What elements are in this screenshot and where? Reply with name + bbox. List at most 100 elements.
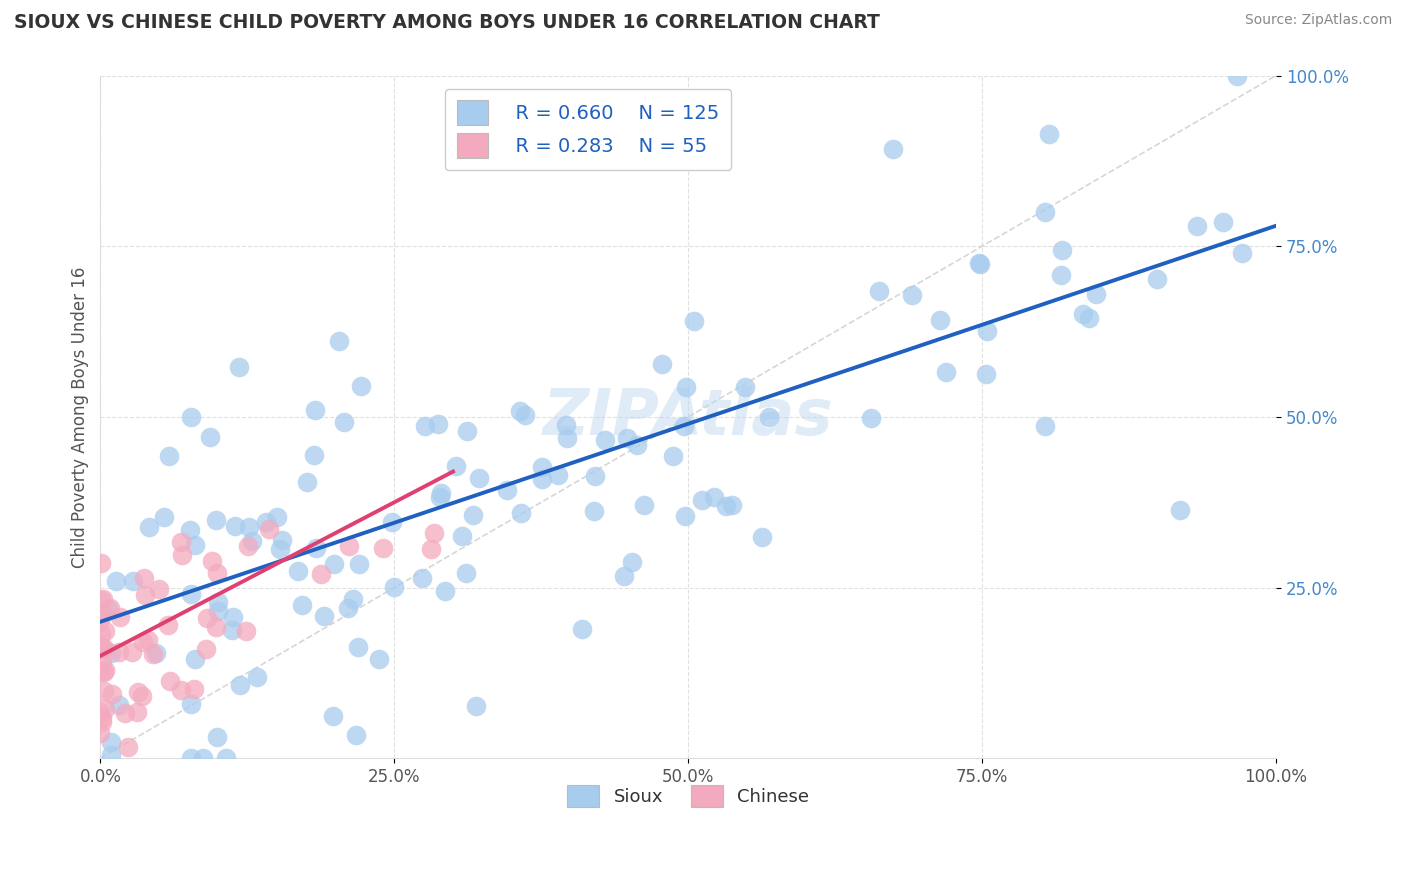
Point <box>430 486 453 500</box>
Point <box>613 568 636 582</box>
Point <box>344 728 367 742</box>
Point <box>758 409 780 424</box>
Point <box>121 645 143 659</box>
Point <box>254 515 277 529</box>
Point <box>207 594 229 608</box>
Point <box>105 574 128 588</box>
Point <box>207 604 229 618</box>
Point <box>205 730 228 744</box>
Point <box>91 654 114 668</box>
Point <box>347 557 370 571</box>
Point <box>97 601 120 615</box>
Point <box>90 627 112 641</box>
Point <box>195 611 218 625</box>
Point <box>201 554 224 568</box>
Text: Source: ZipAtlas.com: Source: ZipAtlas.com <box>1244 13 1392 28</box>
Point <box>215 750 238 764</box>
Point <box>183 682 205 697</box>
Point <box>662 449 685 463</box>
Point <box>882 142 904 156</box>
Point <box>221 623 243 637</box>
Point <box>1033 204 1056 219</box>
Point <box>868 284 890 298</box>
Point <box>136 632 159 647</box>
Point <box>98 601 121 615</box>
Point <box>429 490 451 504</box>
Point <box>901 288 924 302</box>
Point <box>673 508 696 523</box>
Point <box>93 640 115 655</box>
Point <box>690 492 713 507</box>
Point <box>384 580 406 594</box>
Point <box>530 472 553 486</box>
Point <box>672 419 695 434</box>
Point <box>246 671 269 685</box>
Point <box>368 652 391 666</box>
Point <box>236 539 259 553</box>
Point <box>295 475 318 489</box>
Point <box>90 593 112 607</box>
Point <box>322 709 344 723</box>
Point <box>426 417 449 431</box>
Point <box>350 379 373 393</box>
Point <box>131 689 153 703</box>
Text: ZIPAtlas: ZIPAtlas <box>543 386 834 448</box>
Point <box>411 571 433 585</box>
Y-axis label: Child Poverty Among Boys Under 16: Child Poverty Among Boys Under 16 <box>72 266 89 567</box>
Point <box>413 419 436 434</box>
Point <box>94 663 117 677</box>
Point <box>191 750 214 764</box>
Point <box>976 324 998 338</box>
Point <box>153 509 176 524</box>
Point <box>305 541 328 555</box>
Point <box>184 651 207 665</box>
Point <box>229 678 252 692</box>
Point <box>337 539 360 553</box>
Point <box>224 518 246 533</box>
Point <box>434 583 457 598</box>
Point <box>107 698 129 712</box>
Point <box>148 582 170 596</box>
Point <box>90 665 112 679</box>
Point <box>100 748 122 763</box>
Point <box>271 533 294 547</box>
Point <box>179 524 201 538</box>
Point <box>121 574 143 588</box>
Point <box>266 510 288 524</box>
Point <box>90 556 112 570</box>
Point <box>380 515 402 529</box>
Point <box>91 591 114 606</box>
Point <box>683 314 706 328</box>
Point <box>156 618 179 632</box>
Point <box>456 425 478 439</box>
Point <box>127 685 149 699</box>
Point <box>142 647 165 661</box>
Point <box>1230 245 1253 260</box>
Point <box>444 459 467 474</box>
Point <box>180 409 202 424</box>
Point <box>269 542 291 557</box>
Point <box>1185 219 1208 233</box>
Point <box>159 673 181 688</box>
Point <box>595 434 617 448</box>
Point <box>302 448 325 462</box>
Point <box>468 470 491 484</box>
Point <box>463 508 485 522</box>
Point <box>1085 286 1108 301</box>
Point <box>93 683 115 698</box>
Point <box>720 498 742 512</box>
Point <box>89 613 111 627</box>
Point <box>1212 215 1234 229</box>
Point <box>633 499 655 513</box>
Point <box>555 431 578 445</box>
Point <box>935 365 957 379</box>
Point <box>89 726 111 740</box>
Point <box>751 530 773 544</box>
Point <box>464 698 486 713</box>
Point <box>91 642 114 657</box>
Point <box>90 715 112 730</box>
Point <box>114 706 136 720</box>
Point <box>1168 503 1191 517</box>
Point <box>976 367 998 381</box>
Point <box>373 541 395 555</box>
